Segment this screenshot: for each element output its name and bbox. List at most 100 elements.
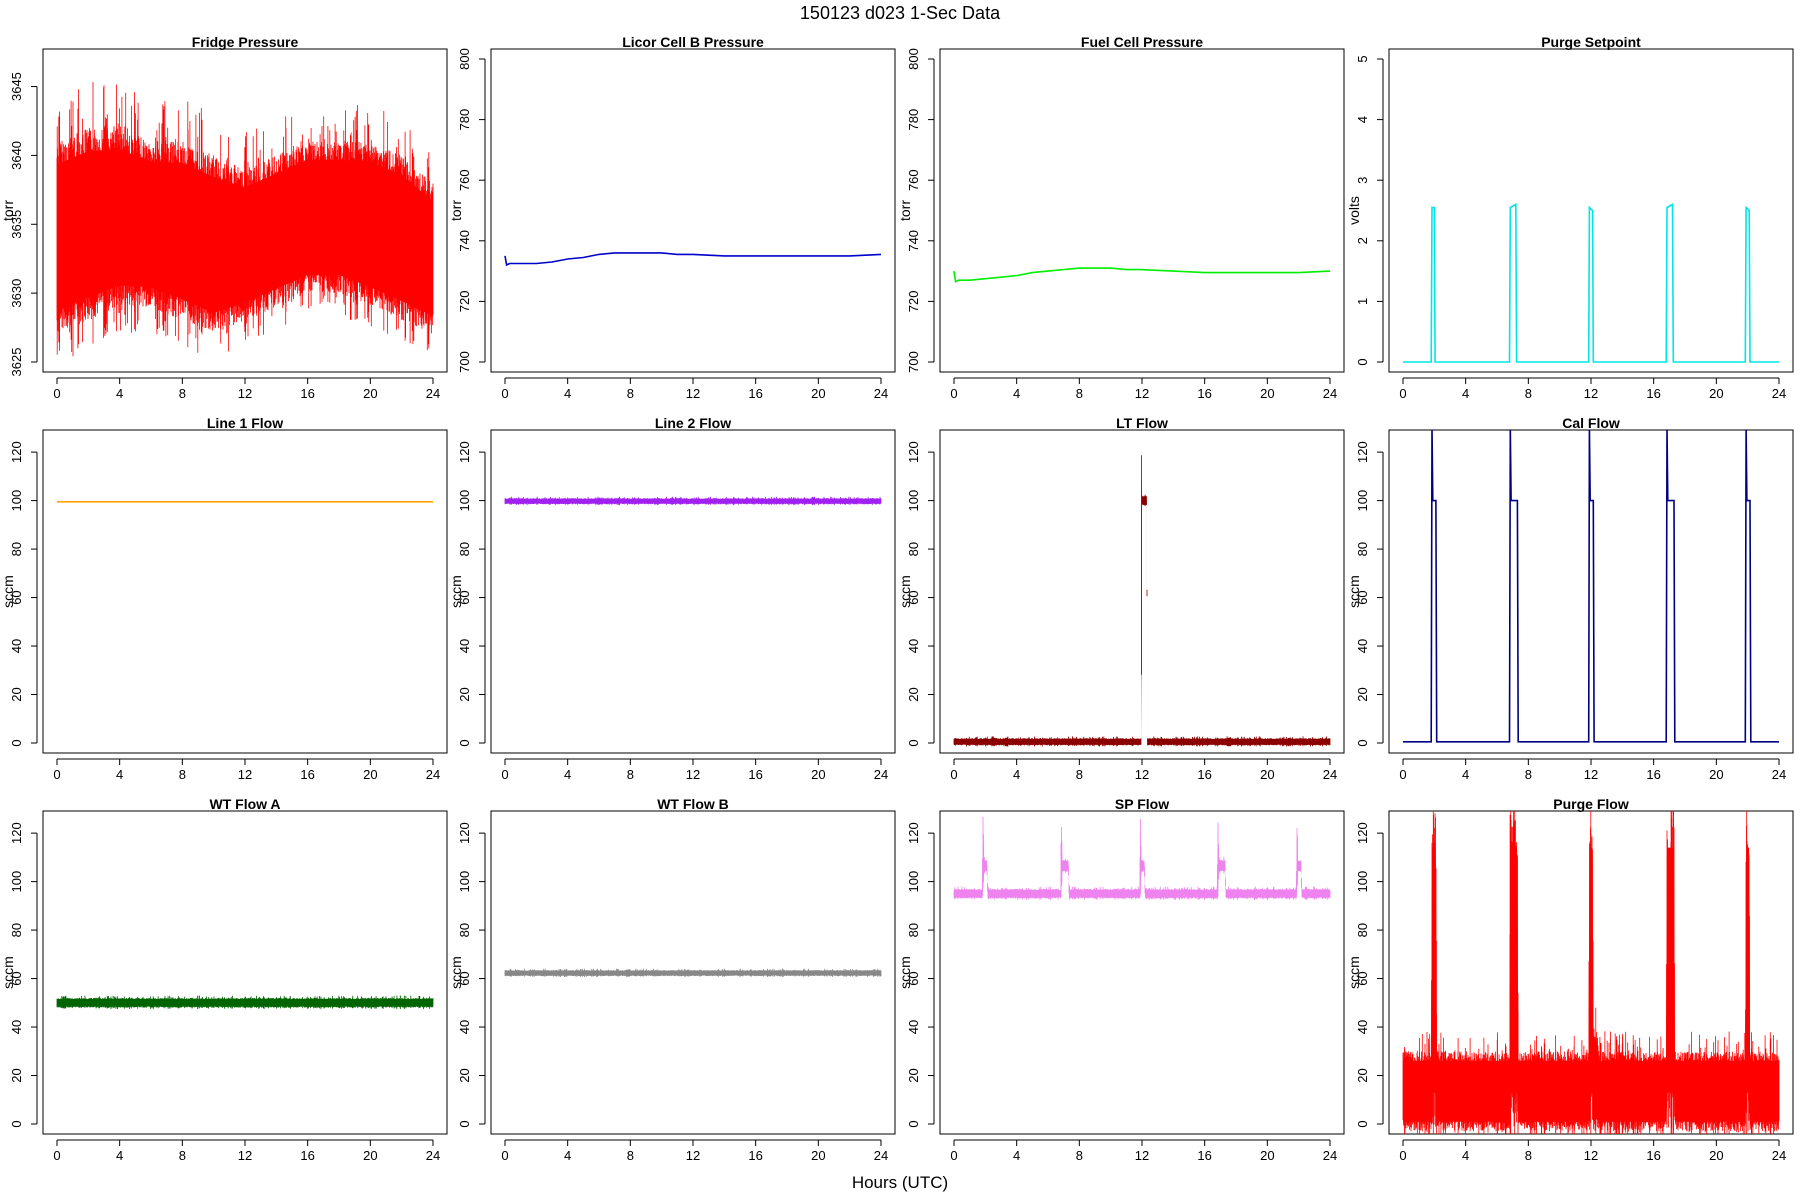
y-tick-label: 0	[1355, 358, 1370, 365]
y-axis-label: sccm	[448, 575, 464, 608]
series-group	[56, 82, 434, 357]
y-axis: 0 20 40 60 80 100 120	[457, 441, 486, 747]
panel-title: Purge Flow	[1553, 796, 1629, 812]
panel-title: WT Flow A	[209, 796, 280, 812]
y-tick-label: 3635	[9, 210, 24, 239]
y-tick-label: 740	[906, 230, 921, 252]
y-tick-label: 0	[9, 739, 24, 746]
panel-title: Fridge Pressure	[192, 34, 299, 50]
y-axis-label: torr	[448, 200, 464, 221]
x-tick-label: 12	[1135, 767, 1149, 782]
x-axis: 0 4 8 12 16 20 24	[53, 758, 440, 782]
x-tick-label: 8	[627, 1148, 634, 1163]
x-tick-label: 20	[811, 767, 825, 782]
x-axis: 0 4 8 12 16 20 24	[501, 758, 888, 782]
panel-title: SP Flow	[1115, 796, 1169, 812]
series-group	[953, 816, 1331, 900]
x-tick-label: 20	[363, 1148, 377, 1163]
y-tick-label: 100	[1355, 871, 1370, 893]
x-tick-label: 12	[238, 386, 252, 401]
x-tick-label: 24	[1772, 1148, 1786, 1163]
x-tick-label: 20	[811, 1148, 825, 1163]
y-tick-label: 80	[906, 923, 921, 937]
y-axis-label: torr	[0, 200, 16, 221]
x-tick-label: 8	[1076, 767, 1083, 782]
y-tick-label: 20	[457, 687, 472, 701]
x-tick-label: 0	[53, 1148, 60, 1163]
y-tick-label: 80	[9, 542, 24, 556]
y-tick-label: 120	[9, 822, 24, 844]
y-tick-label: 40	[1355, 639, 1370, 653]
x-tick-label: 4	[1462, 767, 1469, 782]
plot-frame	[939, 810, 1345, 1135]
y-tick-label: 120	[457, 822, 472, 844]
figure-xlabel: Hours (UTC)	[852, 1173, 948, 1192]
x-tick-label: 16	[748, 386, 762, 401]
series-line	[504, 252, 882, 267]
panel-title: Purge Setpoint	[1541, 34, 1641, 50]
y-tick-label: 100	[906, 871, 921, 893]
x-tick-label: 4	[1013, 386, 1020, 401]
y-axis-label: sccm	[448, 956, 464, 989]
plot-frame	[1388, 48, 1794, 373]
y-tick-label: 40	[9, 1020, 24, 1034]
series-trace	[953, 455, 1331, 746]
x-tick-label: 8	[1076, 386, 1083, 401]
y-axis-label: volts	[1346, 196, 1362, 225]
x-tick-label: 24	[1772, 767, 1786, 782]
y-tick-label: 1	[1355, 298, 1370, 305]
y-tick-label: 120	[1355, 822, 1370, 844]
y-tick-label: 20	[1355, 1068, 1370, 1082]
y-axis: 0 1 2 3 4 5	[1355, 55, 1384, 366]
panel-6: LT Flow sccm 0 4 8 12 16 20 24 0 20 40 60 80 100 120	[897, 415, 1345, 782]
y-axis: 0 20 40 60 80 100 120	[906, 441, 935, 747]
y-tick-label: 3630	[9, 279, 24, 308]
panel-title: Line 2 Flow	[655, 415, 731, 431]
x-tick-label: 0	[53, 386, 60, 401]
x-tick-label: 12	[1135, 1148, 1149, 1163]
y-tick-label: 120	[9, 441, 24, 463]
panel-title: Fuel Cell Pressure	[1081, 34, 1203, 50]
x-tick-label: 4	[1013, 1148, 1020, 1163]
x-tick-label: 24	[874, 1148, 888, 1163]
x-tick-label: 8	[179, 1148, 186, 1163]
y-axis: 0 20 40 60 80 100 120	[906, 822, 935, 1128]
x-tick-label: 16	[1197, 386, 1211, 401]
x-tick-label: 0	[501, 386, 508, 401]
y-axis: 0 20 40 60 80 100 120	[1355, 822, 1384, 1128]
x-tick-label: 8	[179, 767, 186, 782]
x-tick-label: 12	[686, 1148, 700, 1163]
x-tick-label: 16	[1197, 1148, 1211, 1163]
x-tick-label: 12	[686, 767, 700, 782]
x-tick-label: 4	[564, 767, 571, 782]
y-axis-label: torr	[897, 200, 913, 221]
x-tick-label: 8	[179, 386, 186, 401]
y-tick-label: 2	[1355, 237, 1370, 244]
x-tick-label: 24	[874, 386, 888, 401]
y-axis: 700 720 740 760 780 800	[457, 48, 486, 373]
x-tick-label: 16	[300, 767, 314, 782]
x-axis: 0 4 8 12 16 20 24	[1399, 758, 1786, 782]
x-tick-label: 24	[426, 1148, 440, 1163]
plot-frame	[490, 48, 896, 373]
x-tick-label: 0	[1399, 1148, 1406, 1163]
x-tick-label: 12	[1584, 1148, 1598, 1163]
x-tick-label: 4	[564, 386, 571, 401]
series-trace	[953, 816, 1331, 899]
x-tick-label: 16	[1646, 1148, 1660, 1163]
series-group	[1402, 811, 1780, 1134]
y-axis-label: sccm	[897, 575, 913, 608]
x-tick-label: 12	[1135, 386, 1149, 401]
y-tick-label: 100	[1355, 490, 1370, 512]
x-axis: 0 4 8 12 16 20 24	[950, 758, 1337, 782]
x-tick-label: 16	[300, 386, 314, 401]
y-tick-label: 0	[457, 1120, 472, 1127]
y-tick-label: 40	[906, 1020, 921, 1034]
plot-frame	[490, 810, 896, 1135]
y-tick-label: 720	[906, 291, 921, 313]
series-band	[954, 472, 1330, 745]
y-tick-label: 60	[1355, 971, 1370, 985]
y-tick-label: 760	[457, 169, 472, 191]
